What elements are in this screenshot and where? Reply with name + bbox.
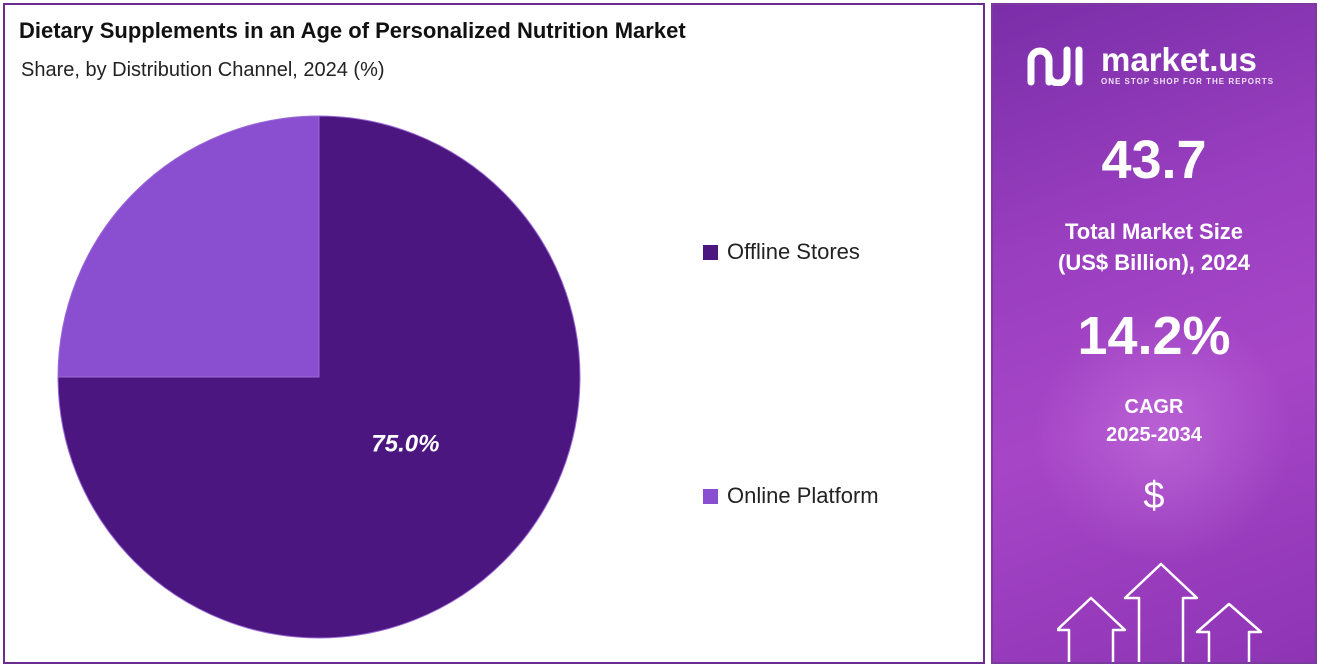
legend-item-offline-stores: Offline Stores [703, 239, 860, 265]
market-size-label-line1: Total Market Size [1064, 219, 1244, 244]
pie-slice-online-platform [57, 115, 320, 378]
cagr-label-line1: CAGR [1124, 396, 1184, 418]
cagr-label-line2: 2025-2034 [1106, 424, 1202, 446]
market-size-value: 43.7 [1101, 130, 1207, 190]
legend-item-online-platform: Online Platform [703, 483, 879, 509]
dollar-icon: $ [1143, 475, 1165, 517]
market-us-logo-icon [1027, 46, 1083, 86]
brand-tagline: ONE STOP SHOP FOR THE REPORTS [1101, 77, 1275, 86]
legend-label-online-platform: Online Platform [727, 483, 879, 508]
brand-name: market.us [1101, 41, 1257, 78]
pie-chart: 75.0% [57, 115, 581, 639]
chart-title: Dietary Supplements in an Age of Persona… [19, 18, 686, 43]
data-label-offline-stores: 75.0% [371, 430, 439, 457]
legend-swatch-offline-stores [703, 244, 718, 260]
growth-arrows-icon [1057, 562, 1263, 662]
background-glow [1033, 305, 1293, 565]
chart-subtitle: Share, by Distribution Channel, 2024 (%) [21, 59, 385, 81]
brand-logo: market.us ONE STOP SHOP FOR THE REPORTS [1027, 43, 1274, 86]
chart-panel: Dietary Supplements in an Age of Persona… [3, 3, 985, 664]
summary-panel: market.us ONE STOP SHOP FOR THE REPORTS … [991, 3, 1317, 664]
legend-label-offline-stores: Offline Stores [727, 239, 860, 264]
market-size-label-line2: (US$ Billion), 2024 [1058, 250, 1250, 275]
cagr-value: 14.2% [1077, 306, 1231, 366]
pie-slice-offline-stores [57, 115, 581, 639]
legend-swatch-online-platform [703, 488, 718, 504]
